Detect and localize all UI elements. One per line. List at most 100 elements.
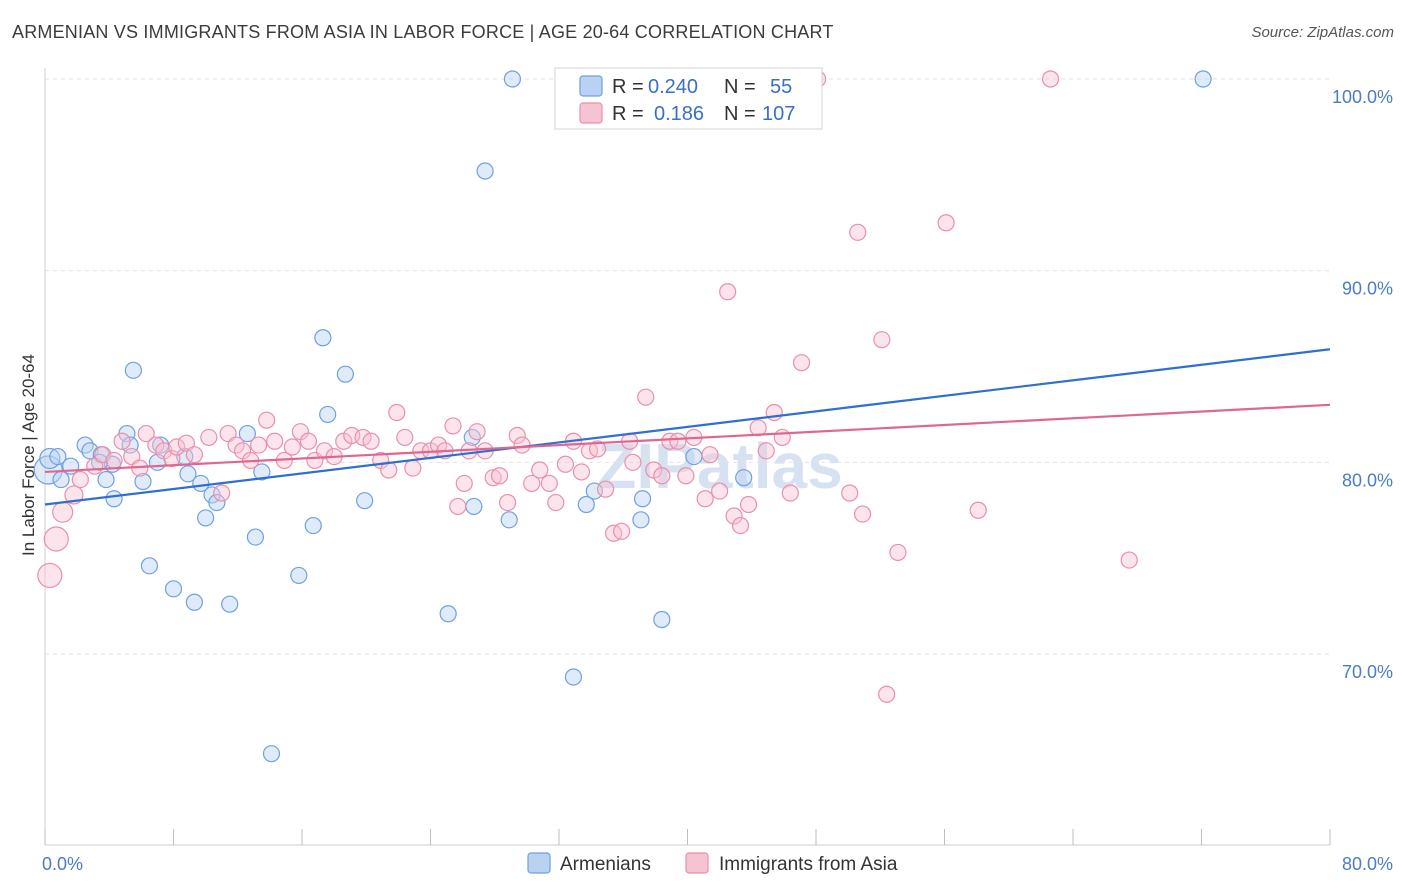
point-immigrants-asia xyxy=(137,424,155,443)
point-immigrants-asia xyxy=(596,480,615,498)
point-immigrants-asia xyxy=(449,497,467,516)
bottom-legend-label-immigrants-asia: Immigrants from Asia xyxy=(719,854,898,875)
point-immigrants-asia xyxy=(937,214,955,232)
point-immigrants-asia xyxy=(71,470,89,489)
point-immigrants-asia xyxy=(739,495,758,514)
point-immigrants-asia xyxy=(841,484,859,502)
point-armenians xyxy=(179,465,197,483)
point-immigrants-asia xyxy=(725,507,743,525)
point-armenians xyxy=(632,511,650,529)
point-immigrants-asia xyxy=(105,451,123,470)
point-armenians xyxy=(81,442,99,460)
legend-n-label-armenians: N = xyxy=(724,76,756,98)
point-immigrants-asia xyxy=(849,223,867,241)
point-immigrants-asia xyxy=(711,482,729,500)
point-armenians xyxy=(290,566,308,585)
point-immigrants-asia xyxy=(404,459,422,477)
legend-swatch-armenians xyxy=(579,75,603,97)
y-tick-labels: 100.0% 90.0% 80.0% 70.0% xyxy=(1332,87,1393,682)
bottom-legend-swatch-armenians xyxy=(527,852,551,874)
point-immigrants-asia xyxy=(556,455,575,473)
y-axis-title: In Labor Force | Age 20-64 xyxy=(19,354,38,556)
point-armenians xyxy=(500,511,518,529)
point-immigrants-asia xyxy=(43,526,69,552)
point-immigrants-asia xyxy=(113,432,131,450)
point-immigrants-asia xyxy=(637,388,655,406)
point-immigrants-asia xyxy=(250,436,268,454)
point-immigrants-asia xyxy=(490,467,509,485)
point-immigrants-asia xyxy=(540,474,558,493)
trend-line-armenians xyxy=(44,348,1331,506)
point-immigrants-asia xyxy=(572,463,591,481)
legend-r-value-immigrants-asia: 0.186 xyxy=(654,103,704,125)
point-immigrants-asia xyxy=(873,331,891,349)
point-immigrants-asia xyxy=(792,354,811,372)
point-armenians xyxy=(105,490,123,508)
point-armenians xyxy=(134,472,152,491)
point-armenians xyxy=(1194,70,1212,88)
point-immigrants-asia xyxy=(547,493,565,512)
stats-legend: R = 0.240 N = 55 R = 0.186 N = 107 xyxy=(554,67,823,130)
point-immigrants-asia xyxy=(484,469,502,487)
y-tick-label: 70.0% xyxy=(1342,662,1393,682)
x-tick-label: 0.0% xyxy=(42,854,83,874)
point-armenians xyxy=(304,516,322,535)
point-immigrants-asia xyxy=(429,436,448,454)
point-immigrants-asia xyxy=(168,438,186,456)
chart-source: Source: ZipAtlas.com xyxy=(1251,24,1394,41)
point-armenians xyxy=(246,528,265,546)
point-immigrants-asia xyxy=(696,490,714,508)
point-immigrants-asia xyxy=(258,411,276,429)
point-immigrants-asia xyxy=(653,467,671,485)
point-armenians xyxy=(465,497,483,516)
point-immigrants-asia xyxy=(1041,70,1060,88)
point-immigrants-asia xyxy=(773,428,791,447)
point-armenians xyxy=(476,162,494,180)
point-immigrants-asia xyxy=(853,505,872,523)
legend-n-label-immigrants-asia: N = xyxy=(724,103,756,125)
point-immigrants-asia xyxy=(1120,551,1138,569)
y-tick-label: 90.0% xyxy=(1342,279,1393,299)
point-armenians xyxy=(192,474,210,493)
point-immigrants-asia xyxy=(283,438,301,456)
trend-line-immigrants-asia xyxy=(44,403,1331,474)
point-immigrants-asia xyxy=(455,474,473,493)
point-immigrants-asia xyxy=(52,501,74,523)
point-armenians xyxy=(97,470,115,489)
point-armenians xyxy=(262,745,281,763)
point-armenians xyxy=(140,557,159,575)
point-armenians xyxy=(164,580,183,598)
point-immigrants-asia xyxy=(299,432,318,450)
point-immigrants-asia xyxy=(499,493,517,512)
legend-n-value-immigrants-asia: 107 xyxy=(762,103,795,125)
point-armenians xyxy=(238,424,256,443)
point-immigrants-asia xyxy=(266,432,284,450)
bottom-legend-swatch-immigrants-asia xyxy=(685,852,709,874)
x-tick-labels: 0.0% 80.0% xyxy=(42,854,1393,874)
point-immigrants-asia xyxy=(719,283,737,301)
point-armenians xyxy=(564,668,583,686)
point-armenians xyxy=(52,470,70,489)
point-immigrants-asia xyxy=(200,428,218,447)
point-armenians xyxy=(633,490,652,508)
point-armenians xyxy=(208,493,226,512)
point-armenians xyxy=(503,70,522,88)
point-immigrants-asia xyxy=(37,562,63,589)
point-immigrants-asia xyxy=(878,685,896,703)
point-immigrants-asia xyxy=(444,417,462,435)
point-armenians xyxy=(685,447,703,466)
data-points xyxy=(33,70,1212,763)
point-immigrants-asia xyxy=(185,446,203,464)
y-tick-label: 80.0% xyxy=(1342,470,1393,490)
series-legend: Armenians Immigrants from Asia xyxy=(527,852,898,875)
point-armenians xyxy=(197,509,215,527)
point-immigrants-asia xyxy=(969,501,987,519)
point-armenians xyxy=(439,605,457,623)
point-immigrants-asia xyxy=(531,461,549,479)
point-immigrants-asia xyxy=(749,419,767,437)
legend-swatch-immigrants-asia xyxy=(579,102,603,124)
point-immigrants-asia xyxy=(669,432,687,450)
point-immigrants-asia xyxy=(508,426,526,445)
point-immigrants-asia xyxy=(757,442,775,460)
